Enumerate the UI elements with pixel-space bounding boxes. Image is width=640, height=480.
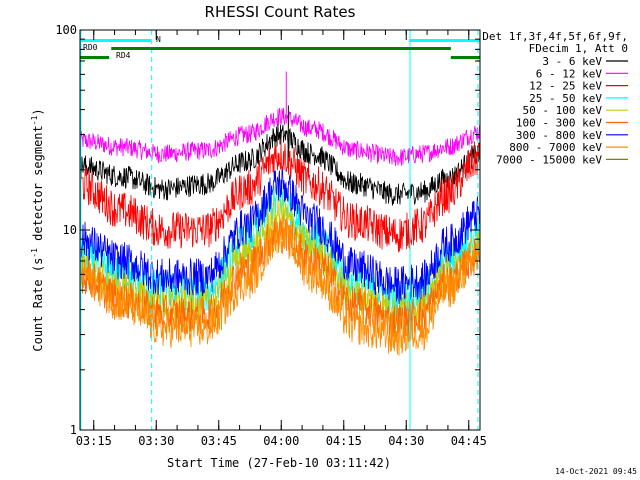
- flag-bar-0: [80, 56, 110, 59]
- x-tick-label-2: 03:45: [201, 434, 237, 448]
- legend-header-1: FDecim 1, Att 0: [529, 42, 628, 55]
- data-layer: [79, 71, 481, 356]
- attenuator-bar-0: [80, 39, 151, 42]
- series-line-800to7000keV: [79, 218, 481, 356]
- legend-label-4: 50 - 100 keV: [523, 104, 603, 117]
- flag-bar-2: [450, 56, 480, 59]
- x-tick-label-6: 04:45: [451, 434, 487, 448]
- x-axis-label: Start Time (27-Feb-10 03:11:42): [167, 456, 391, 470]
- legend-label-0: 3 - 6 keV: [542, 55, 602, 68]
- legend: Det 1f,3f,4f,5f,6f,9f,FDecim 1, Att 03 -…: [482, 30, 628, 166]
- series-line-12to25keV: [79, 138, 481, 253]
- x-tick-label-0: 03:15: [76, 434, 112, 448]
- x-tick-label-1: 03:30: [138, 434, 174, 448]
- flag-bar-1: [111, 47, 451, 50]
- y-axis-label: Count Rate (s-1 detector segment-1): [30, 108, 45, 351]
- legend-label-7: 800 - 7000 keV: [509, 141, 602, 154]
- x-tick-label-5: 04:30: [388, 434, 424, 448]
- rd0-label: RD0: [83, 43, 98, 52]
- x-tick-label-3: 04:00: [263, 434, 299, 448]
- legend-label-6: 300 - 800 keV: [516, 129, 602, 142]
- rd4-label: RD4: [116, 51, 131, 60]
- legend-label-1: 6 - 12 keV: [536, 67, 603, 80]
- legend-label-2: 12 - 25 keV: [529, 80, 602, 93]
- series-line-300to800keV: [79, 168, 481, 305]
- attenuator-bar-1: [409, 39, 480, 42]
- axis-layer: 1 10 100 03:15 03:30 03:45 04:00 04:15 04:30 04:4…: [55, 23, 487, 448]
- legend-header-0: Det 1f,3f,4f,5f,6f,9f,: [482, 30, 628, 43]
- series-line-3to6keV: [79, 124, 481, 206]
- series-line-6to12keV: [79, 107, 481, 167]
- legend-label-5: 100 - 300 keV: [516, 117, 602, 130]
- x-tick-label-4: 04:15: [326, 434, 362, 448]
- n-label: N: [156, 35, 161, 44]
- y-tick-label-1: 10: [63, 223, 77, 237]
- y-tick-label-2: 100: [55, 23, 77, 37]
- y-tick-label-0: 1: [70, 423, 77, 437]
- footer-timestamp: 14-Oct-2021 09:45: [555, 467, 637, 476]
- legend-label-8: 7000 - 15000 keV: [496, 153, 602, 166]
- legend-label-3: 25 - 50 keV: [529, 92, 602, 105]
- chart-title: RHESSI Count Rates: [205, 3, 356, 21]
- bar-layer: RD0 RD4 N: [80, 35, 480, 60]
